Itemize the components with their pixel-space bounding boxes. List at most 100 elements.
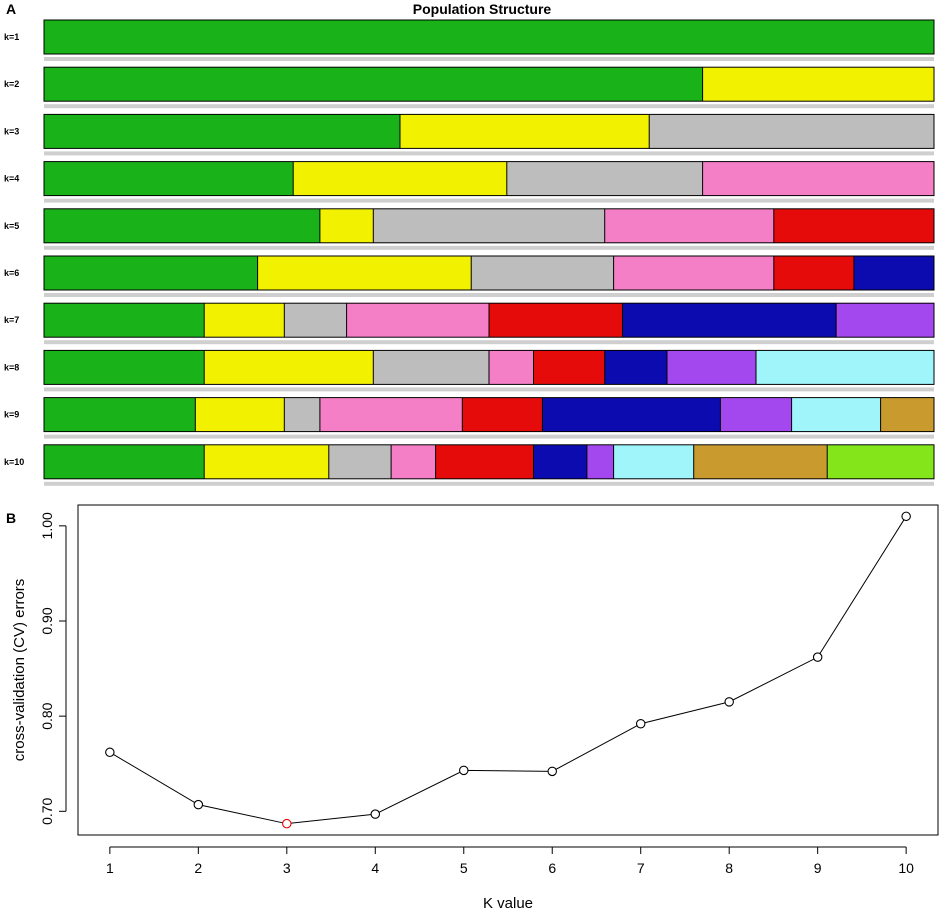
row-label-k4: k=4 [4, 174, 19, 184]
cluster-segment-k10-blue [533, 444, 587, 479]
cluster-segment-k10-gold [693, 444, 828, 479]
cluster-segment-k9-yellow [195, 397, 285, 432]
cluster-segment-k7-green [44, 303, 205, 338]
cluster-segment-k4-pink [702, 161, 934, 196]
cluster-segment-k9-green [44, 397, 196, 432]
sample-label-strip [44, 340, 934, 345]
cv-point [901, 511, 911, 522]
cluster-segment-k9-red [462, 397, 543, 432]
row-label-k7: k=7 [4, 315, 19, 325]
cluster-segment-k8-blue [604, 350, 667, 385]
cluster-segment-k5-green [44, 208, 320, 243]
y-tick-label: 1.00 [39, 512, 55, 539]
row-label-k9: k=9 [4, 410, 19, 420]
cluster-segment-k7-pink [346, 303, 489, 338]
cv-point [370, 809, 381, 819]
cluster-segment-k3-gray [649, 114, 934, 149]
panel-a-letter: A [6, 1, 16, 17]
cluster-segment-k6-green [44, 256, 258, 290]
cv-point [812, 652, 823, 662]
cv-error-line [109, 516, 907, 825]
cluster-segment-k7-purple [836, 303, 934, 338]
cluster-segment-k9-gold [880, 397, 934, 432]
row-border-k10 [43, 444, 935, 480]
row-label-k1: k=1 [4, 32, 19, 42]
cluster-segment-k9-gray [284, 397, 320, 432]
y-tick-label: 0.90 [39, 607, 55, 634]
cluster-segment-k10-green [44, 444, 205, 479]
x-tick-label: 3 [283, 860, 291, 876]
structure-title: Population Structure [413, 1, 552, 17]
cluster-segment-k8-purple [667, 350, 756, 385]
cluster-segment-k10-pink [391, 444, 436, 479]
cluster-segment-k7-blue [622, 303, 837, 338]
cluster-segment-k10-red [435, 444, 534, 479]
cluster-segment-k8-gray [373, 350, 489, 385]
cluster-segment-k9-pink [319, 397, 463, 432]
x-tick-label: 1 [106, 860, 114, 876]
cluster-segment-k6-yellow [257, 256, 472, 290]
row-border-k1 [43, 19, 935, 55]
cluster-segment-k5-yellow [319, 208, 374, 243]
row-label-k6: k=6 [4, 268, 19, 278]
cluster-segment-k7-yellow [204, 303, 285, 338]
sample-label-strip [44, 434, 934, 439]
cluster-segment-k1-green [44, 20, 934, 54]
cluster-segment-k2-yellow [702, 67, 934, 102]
cluster-segment-k6-gray [471, 256, 614, 290]
plot-frame [77, 504, 939, 836]
structure-rows: k=1 k=2 k=3 k=4 k=5 k=6 k=7 k=8 k=9 k=10 [4, 19, 935, 486]
sample-label-strip [44, 151, 934, 156]
y-axis-label: cross-validation (CV) errors [11, 579, 28, 762]
cluster-segment-k8-yellow [204, 350, 374, 385]
row-label-k5: k=5 [4, 221, 19, 231]
row-border-k4 [43, 161, 935, 197]
cluster-segment-k6-red [773, 256, 854, 290]
sample-label-strip [44, 57, 934, 61]
row-label-k8: k=8 [4, 362, 19, 372]
sample-label-strip [44, 245, 934, 250]
cluster-segment-k10-cyan [613, 444, 694, 479]
row-border-k8 [43, 349, 935, 385]
cluster-segment-k5-red [773, 208, 934, 243]
cluster-segment-k8-green [44, 350, 205, 385]
cluster-segment-k7-red [489, 303, 623, 338]
cluster-segment-k3-yellow [400, 114, 650, 149]
row-label-k3: k=3 [4, 126, 19, 136]
x-tick-label: 2 [194, 860, 202, 876]
cluster-segment-k10-lime [827, 444, 934, 479]
cluster-segment-k8-cyan [756, 350, 934, 385]
sample-label-strip [44, 104, 934, 109]
cluster-segment-k4-yellow [293, 161, 507, 196]
cluster-segment-k10-yellow [204, 444, 329, 479]
row-border-k2 [43, 66, 935, 102]
cluster-segment-k6-blue [853, 256, 934, 290]
x-tick-label: 6 [548, 860, 556, 876]
x-tick-label: 5 [460, 860, 468, 876]
cluster-segment-k9-purple [720, 397, 792, 432]
sample-label-strip [44, 293, 934, 297]
cluster-segment-k8-pink [489, 350, 534, 385]
cluster-segment-k10-purple [586, 444, 614, 479]
y-tick-label: 0.80 [39, 702, 55, 729]
x-tick-label: 4 [371, 860, 379, 876]
row-border-k9 [43, 397, 935, 433]
cluster-segment-k9-cyan [791, 397, 881, 432]
cv-point [724, 697, 734, 707]
row-label-k10: k=10 [4, 457, 24, 467]
cv-point-minimum [282, 818, 292, 829]
row-border-k5 [43, 208, 935, 244]
cluster-segment-k3-green [44, 114, 400, 149]
row-border-k3 [43, 113, 935, 149]
x-tick-label: 9 [814, 860, 822, 876]
cluster-segment-k2-green [44, 67, 703, 102]
cv-point [193, 799, 204, 810]
cv-point [635, 719, 646, 729]
cv-points [105, 511, 911, 829]
cluster-segment-k4-green [44, 161, 294, 196]
cluster-segment-k10-gray [328, 444, 392, 479]
y-tick-label: 0.70 [39, 797, 55, 824]
row-label-k2: k=2 [4, 79, 19, 89]
cv-axes: 1 2 3 4 5 6 7 8 9 10 0.70 0.80 0.90 1.00 [39, 512, 914, 876]
